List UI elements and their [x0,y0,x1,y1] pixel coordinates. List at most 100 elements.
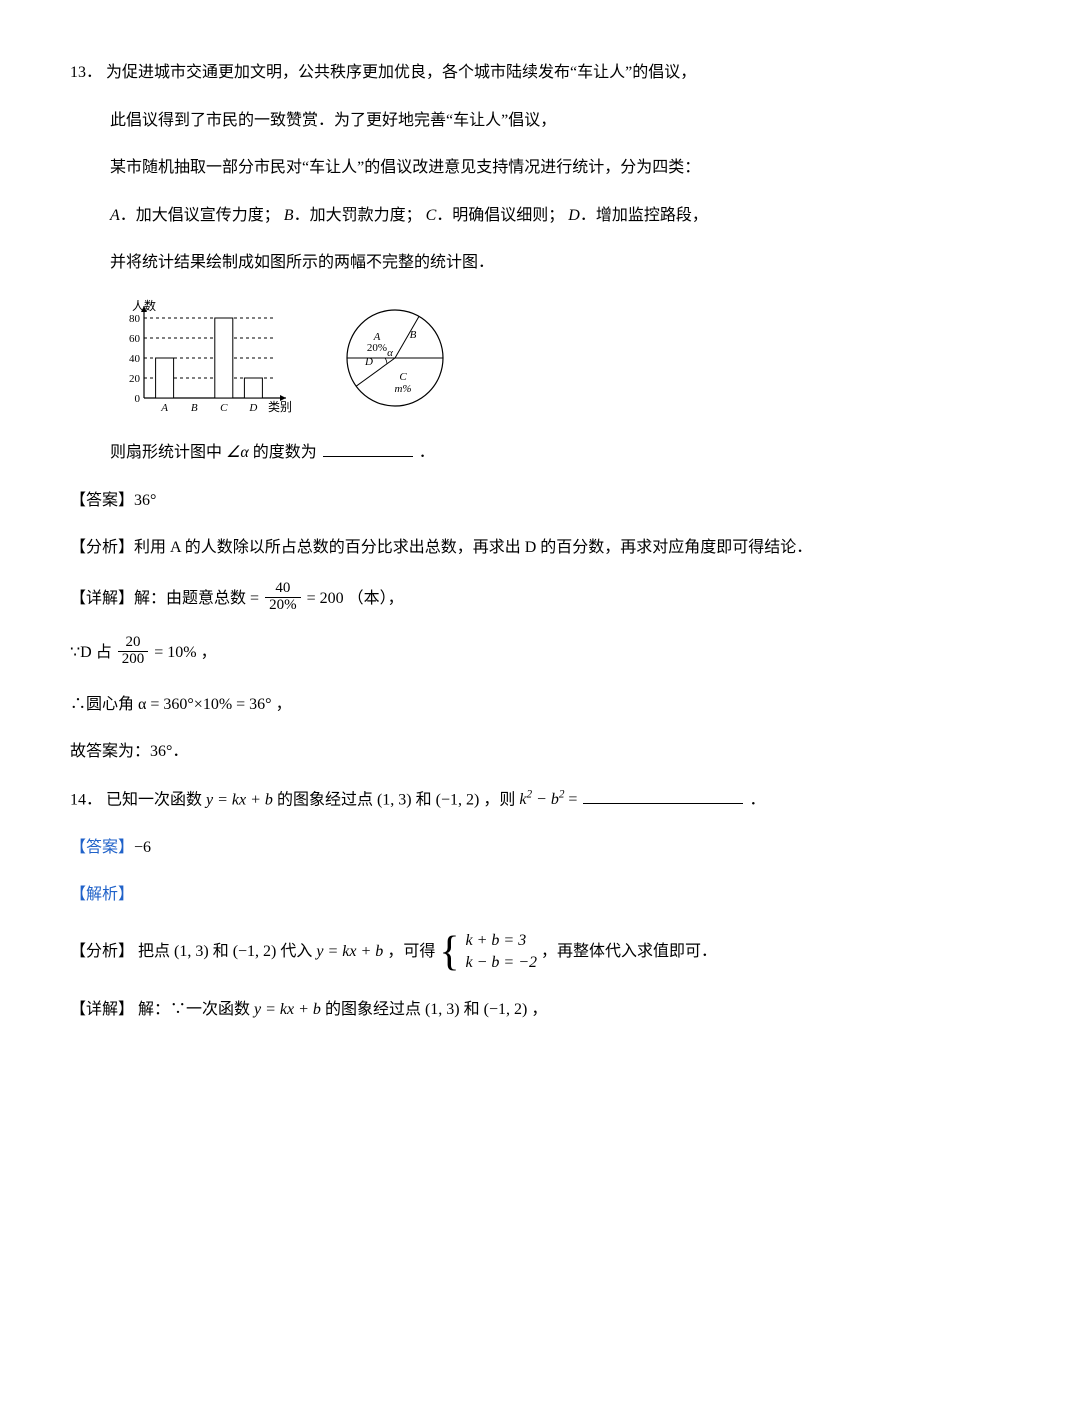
blank-1 [323,440,413,457]
answer-value-14: −6 [134,839,151,856]
q13-analysis: 【分析】利用 A 的人数除以所占总数的百分比求出总数，再求出 D 的百分数，再求… [70,535,1010,561]
answer-label: 【答案】 [70,492,134,509]
a-pre: 把点 [138,943,170,960]
q14-p2: (−1, 2) [436,791,480,808]
q13-line2: 此倡议得到了市民的一致赞赏．为了更好地完善“车让人”倡议， [70,108,1010,134]
opt-d: D [568,207,580,224]
svg-text:类别: 类别 [268,400,292,414]
q14-expr: k2 − b2 = [519,791,581,808]
svg-text:D: D [364,356,373,368]
a-p2: (−1, 2) [233,943,277,960]
detail-label: 【详解】 [70,590,134,607]
detail-pre: 解：由题意总数 [134,590,246,607]
frac2-num: 20 [118,635,149,652]
d14-post: ， [531,1001,547,1018]
opt-d-txt: ．增加监控路段， [580,207,708,224]
pie-chart: A20%BCm%Dα [330,298,460,418]
sys-r2: k − b = −2 [466,952,538,974]
q13-tail-pre: 则扇形统计图中 [110,444,222,461]
d14-pre: 解：∵一次函数 [138,1001,250,1018]
frac2-den: 200 [118,652,149,668]
pie-chart-svg: A20%BCm%Dα [330,298,460,418]
analysis-label-14: 【分析】 [70,943,134,960]
frac-2: 20 200 [118,635,149,668]
frac1-den: 20% [265,598,301,614]
bar-chart-svg: 020406080ABCD人数类别 [110,298,300,418]
opt-c-txt: ．明确倡议细则； [436,207,564,224]
q13-so: 故答案为：36°． [70,739,1010,765]
svg-text:20%: 20% [367,342,387,354]
eq1b: = 200 （本）， [307,590,404,607]
frac1-num: 40 [265,581,301,598]
q13-detail-2: ∵D 占 20 200 = 10% ， [70,637,1010,670]
q14-mid2: ，则 [483,791,515,808]
d14-mid: 的图象经过点 [325,1001,421,1018]
angle-alpha: ∠α [226,444,249,461]
svg-text:B: B [191,402,198,414]
svg-text:D: D [248,402,257,414]
detail-label-14: 【详解】 [70,1001,134,1018]
eq: = [564,791,581,808]
sys-r1: k + b = 3 [466,930,538,952]
q13-answer: 【答案】36° [70,488,1010,514]
blank-2 [583,787,743,804]
svg-text:C: C [399,371,407,383]
d14-p2: (−1, 2) [484,1001,528,1018]
a-and: 和 [213,943,229,960]
q13-text-1: 为促进城市交通更加文明，公共秩序更加优良，各个城市陆续发布“车让人”的倡议， [106,64,696,81]
opt-a-txt: ．加大倡议宣传力度； [120,207,280,224]
a-mid2: ，可得 [387,943,435,960]
svg-text:40: 40 [129,353,141,365]
svg-text:m%: m% [394,383,411,395]
svg-text:80: 80 [129,313,141,325]
svg-text:A: A [160,402,168,414]
svg-text:α: α [387,347,393,359]
q13-tail-post: 的度数为 [253,444,317,461]
q14-answer: 【答案】−6 [70,835,1010,861]
q14-detail: 【详解】 解：∵一次函数 y = kx + b 的图象经过点 (1, 3) 和 … [70,997,1010,1023]
bar-chart: 020406080ABCD人数类别 [110,298,300,418]
frac-1: 40 20% [265,581,301,614]
eq1a: = [250,590,259,607]
q13-detail-1: 【详解】解：由题意总数 = 40 20% = 200 （本）， [70,583,1010,616]
svg-text:0: 0 [135,393,141,405]
analysis-label: 【分析】 [70,539,134,556]
q13-tail: 则扇形统计图中 ∠α 的度数为 ． [70,440,1010,466]
alpha-line: ∴圆心角 α = 360°×10% = 36° ， [70,696,292,713]
opt-a: A [110,207,120,224]
a-p1: (1, 3) [174,943,209,960]
answer-label-14: 【答案】 [70,839,134,856]
q14-mid1: 的图象经过点 [277,791,373,808]
q14-jiexi: 【解析】 [70,882,1010,908]
opt-b: B [284,207,294,224]
q14-pre: 已知一次函数 [106,791,202,808]
q13-detail-3: ∴圆心角 α = 360°×10% = 36° ， [70,692,1010,718]
minus-b: − b [532,791,559,808]
q14-number: 14． [70,791,102,808]
d-post: = 10% ， [154,644,216,661]
q13-number: 13． [70,64,102,81]
d14-and: 和 [464,1001,480,1018]
d-pre: ∵D 占 [70,644,112,661]
a-mid: 代入 [280,943,312,960]
q14-p1: (1, 3) [377,791,412,808]
q13-line3: 某市随机抽取一部分市民对“车让人”的倡议改进意见支持情况进行统计，分为四类： [70,155,1010,181]
opt-b-txt: ．加大罚款力度； [294,207,422,224]
q14-period: ． [749,791,765,808]
q14-analysis: 【分析】 把点 (1, 3) 和 (−1, 2) 代入 y = kx + b ，… [70,930,1010,975]
q13-line4: A．加大倡议宣传力度； B．加大罚款力度； C．明确倡议细则； D．增加监控路段… [70,203,1010,229]
svg-text:C: C [220,402,228,414]
d14-p1: (1, 3) [425,1001,460,1018]
system-eq: k + b = 3 k − b = −2 [466,930,538,975]
q14-and: 和 [416,791,432,808]
q14-stem: 14． 已知一次函数 y = kx + b 的图象经过点 (1, 3) 和 (−… [70,787,1010,813]
q13-period: ． [419,444,435,461]
q13-line1: 13． 为促进城市交通更加文明，公共秩序更加优良，各个城市陆续发布“车让人”的倡… [70,60,1010,86]
a-fx: y = kx + b [316,943,383,960]
opt-c: C [426,207,437,224]
svg-text:B: B [410,329,417,341]
charts-container: 020406080ABCD人数类别 A20%BCm%Dα [70,298,1010,418]
d14-fx: y = kx + b [254,1001,321,1018]
answer-value: 36° [134,492,156,509]
brace-icon: { [439,934,459,972]
